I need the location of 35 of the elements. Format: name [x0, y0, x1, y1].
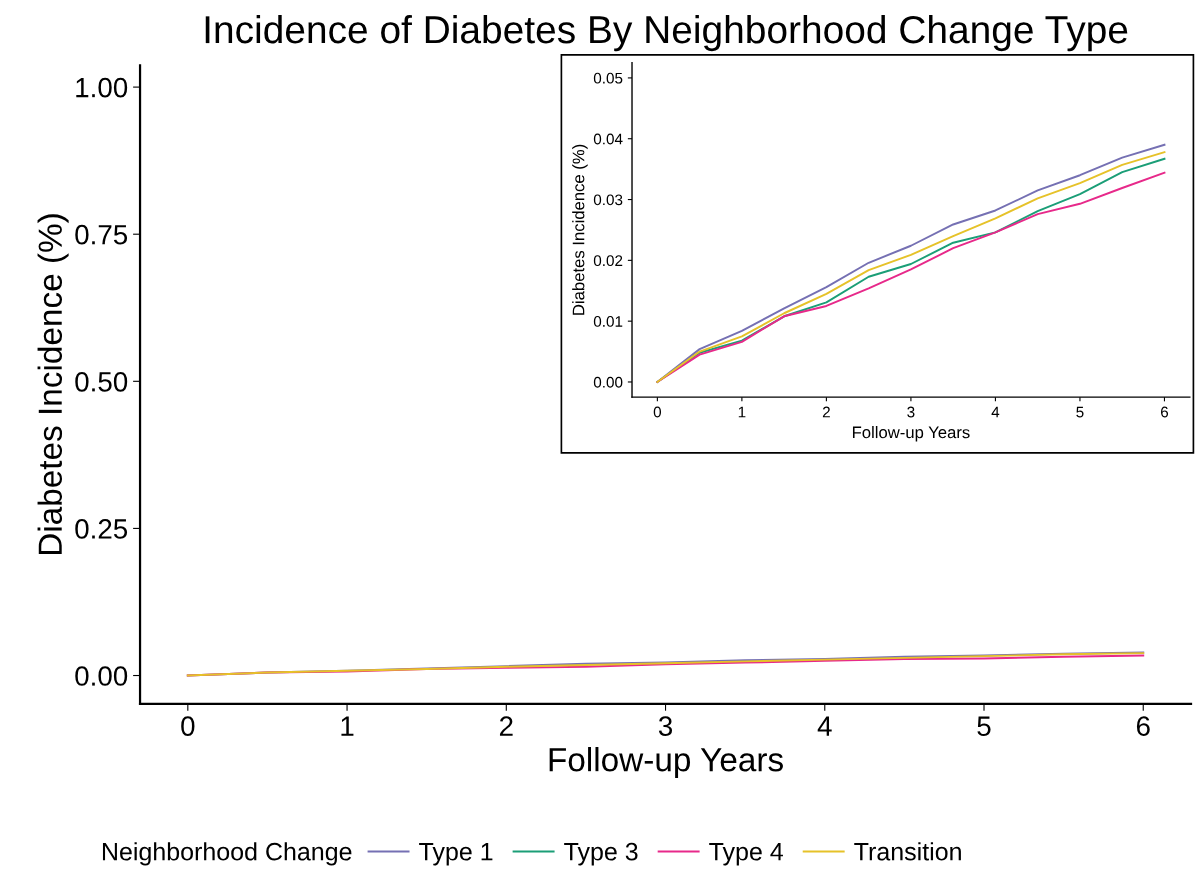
x-tick-label: 5: [977, 716, 991, 736]
y-axis-title: Diabetes Incidence (%): [572, 144, 588, 315]
x-tick-label: 4: [817, 716, 832, 736]
y-tick-label: 0.03: [593, 194, 623, 206]
x-tick-label: 1: [738, 406, 746, 418]
x-tick-label: 6: [1160, 406, 1169, 418]
y-tick-label: 1.00: [76, 77, 128, 98]
y-tick-label: 0.00: [593, 376, 623, 388]
x-axis-title: Follow-up Years: [549, 747, 783, 779]
y-tick-label: 0.25: [75, 519, 128, 539]
y-tick-label: 0.00: [75, 666, 128, 686]
y-tick-label: 0.01: [593, 316, 623, 327]
x-tick-label: 3: [658, 716, 673, 736]
x-axis-title: Follow-up Years: [852, 426, 970, 442]
legend-title: Neighborhood Change: [102, 842, 352, 866]
x-tick-label: 0: [653, 406, 662, 418]
chart-title: Incidence of Diabetes By Neighborhood Change Type: [205, 14, 1128, 52]
x-tick-label: 3: [907, 406, 915, 418]
y-tick-label: 0.05: [593, 72, 623, 84]
x-tick-label: 5: [1076, 406, 1084, 418]
y-tick-label: 0.75: [75, 224, 128, 245]
y-tick-label: 0.02: [593, 255, 623, 267]
y-axis-title: Diabetes Incidence (%): [37, 214, 69, 555]
legend-label: Type 1: [419, 843, 493, 866]
x-tick-label: 6: [1136, 716, 1150, 736]
x-tick-label: 4: [991, 406, 1000, 418]
x-tick-label: 2: [822, 406, 830, 418]
y-tick-label: 0.04: [593, 133, 623, 145]
legend-label: Transition: [854, 842, 961, 861]
x-tick-label: 2: [499, 716, 513, 736]
legend-label: Type 3: [564, 842, 638, 866]
y-tick-label: 0.50: [75, 371, 128, 392]
legend-label: Type 4: [709, 843, 783, 866]
x-tick-label: 1: [341, 716, 354, 736]
x-tick-label: 0: [181, 716, 195, 736]
